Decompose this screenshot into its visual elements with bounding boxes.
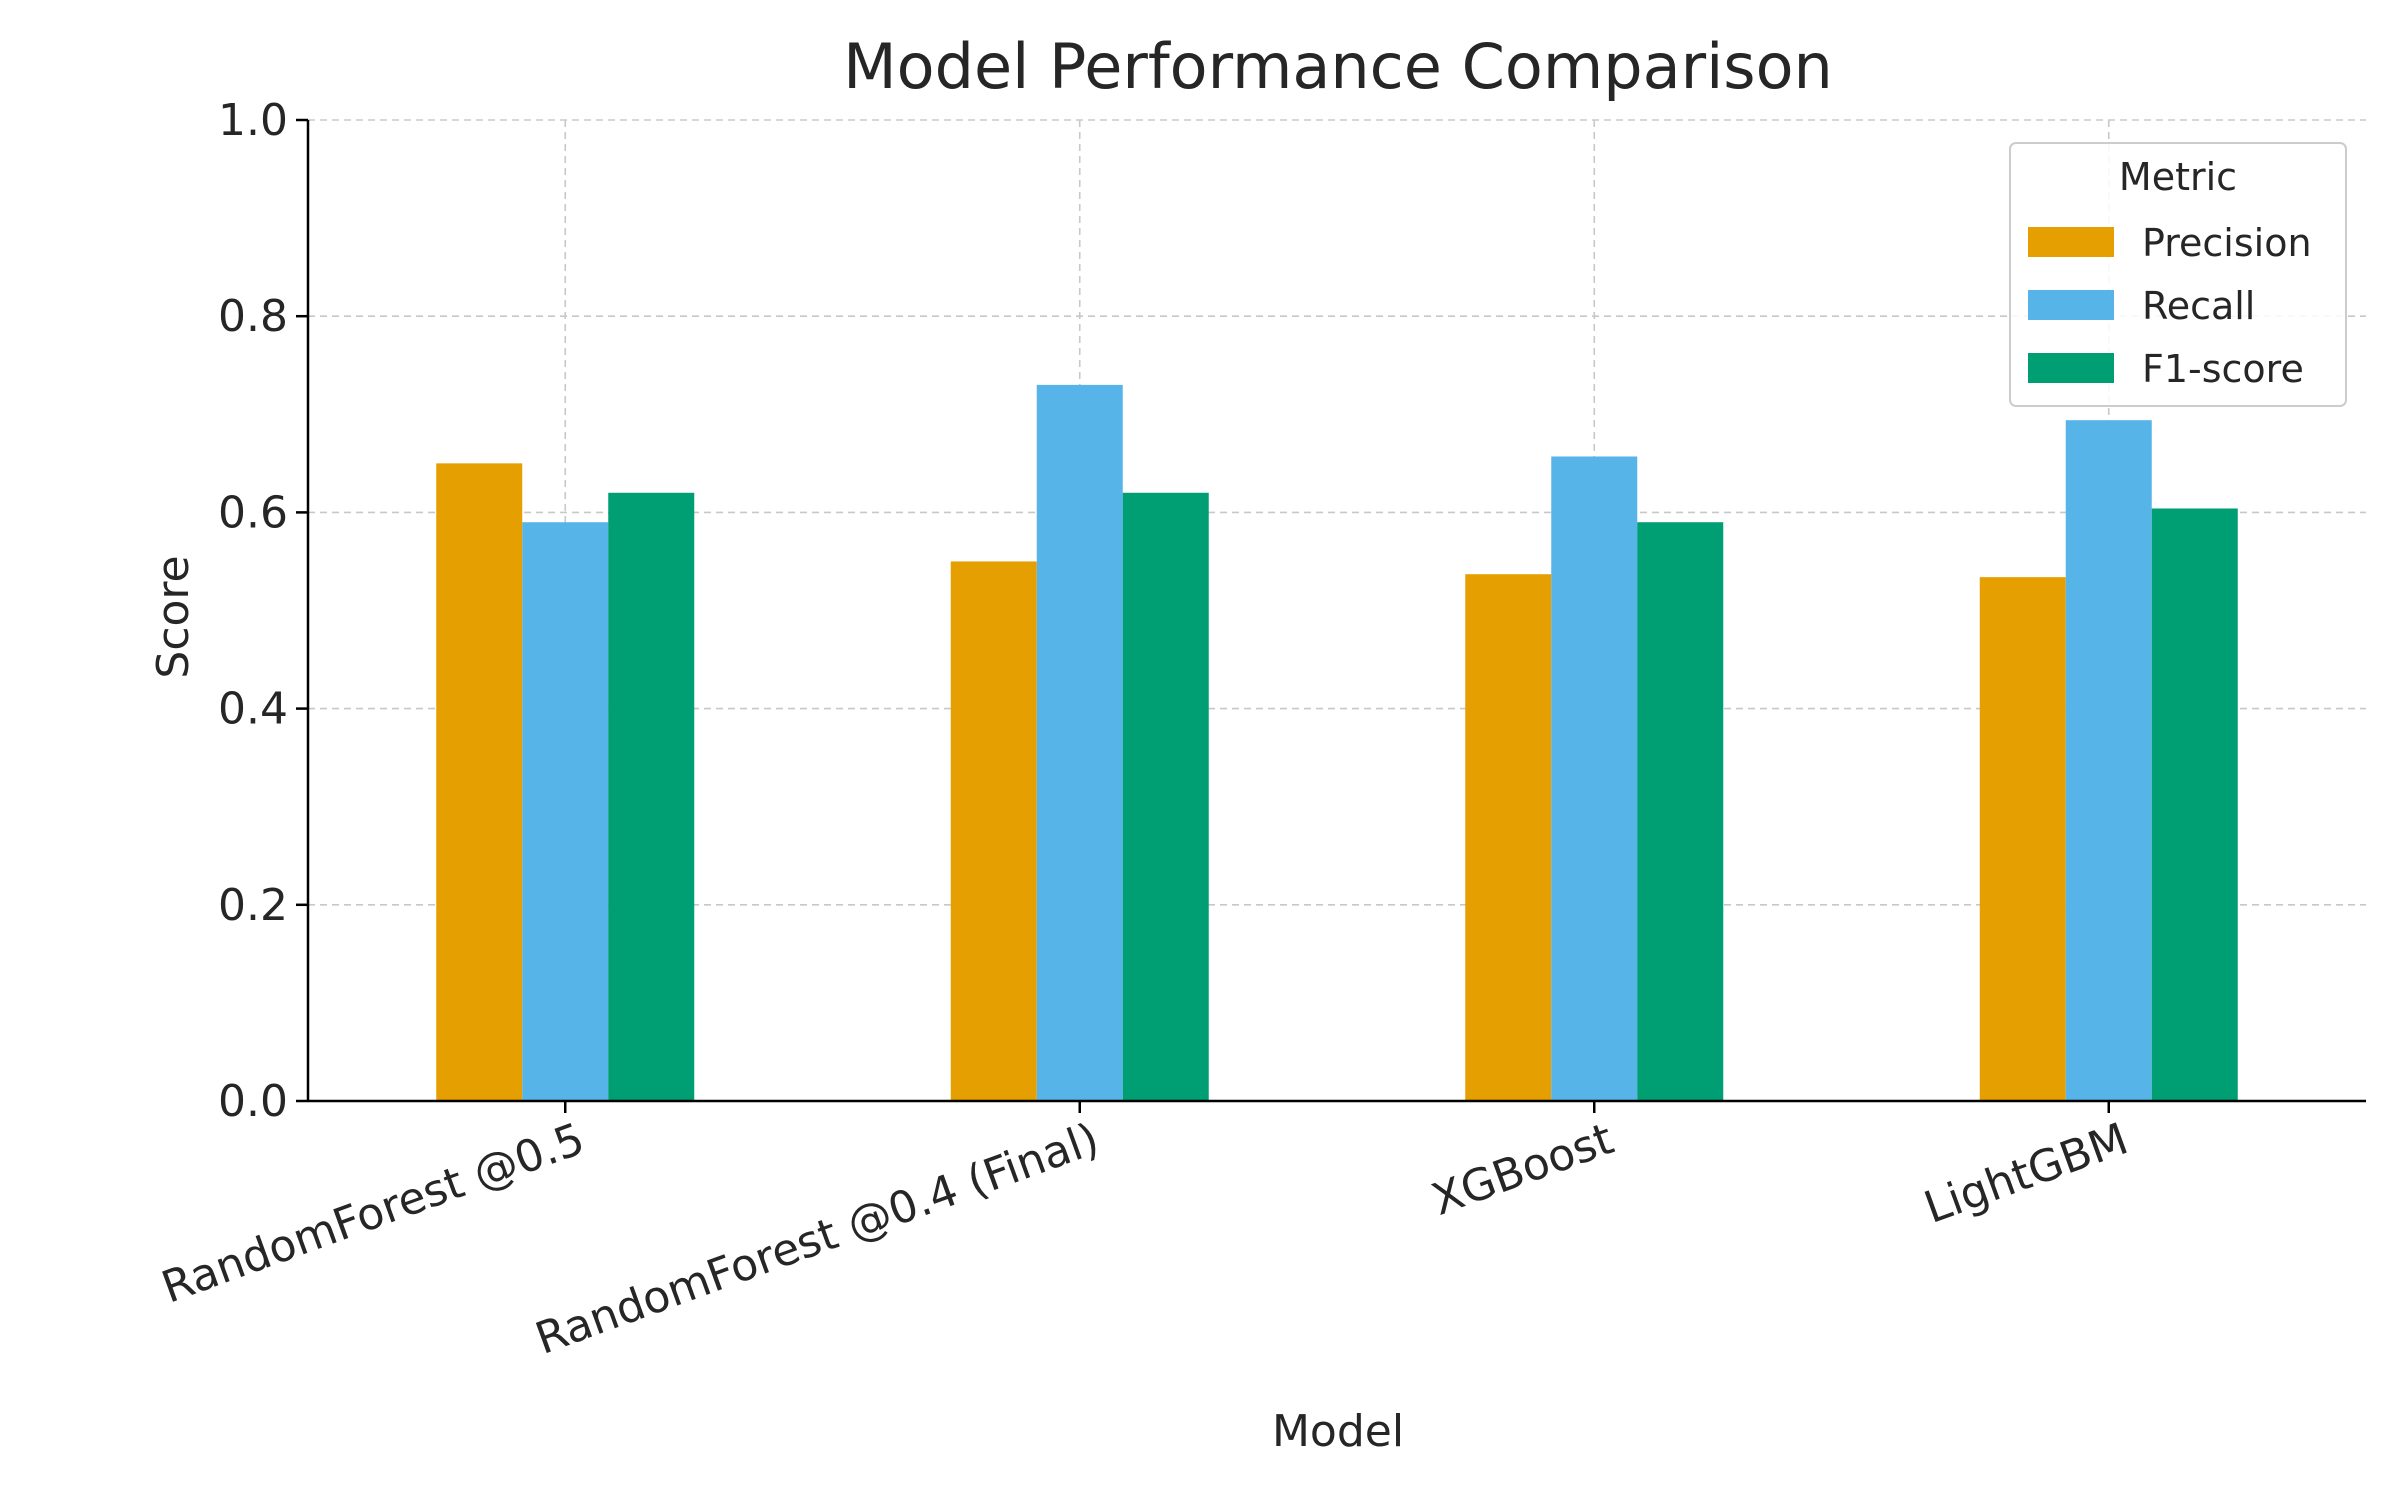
chart-title: Model Performance Comparison	[843, 30, 1833, 103]
bar-f1-score-4	[2151, 508, 2238, 1101]
y-tick-label: 0.0	[218, 1076, 288, 1127]
bars	[436, 384, 2238, 1102]
bar-f1-score-3	[1637, 522, 1724, 1101]
y-tick-label: 0.8	[218, 291, 288, 342]
y-tick-label: 1.0	[218, 95, 288, 146]
y-axis-ticks: 0.0 0.2 0.4 0.6 0.8 1.0	[218, 95, 308, 1127]
legend-swatch-recall	[2028, 290, 2114, 320]
legend-swatch-precision	[2028, 227, 2114, 257]
legend-title: Metric	[2119, 155, 2237, 199]
bar-recall-2	[1036, 384, 1123, 1101]
bar-recall-1	[522, 522, 609, 1101]
y-tick-label: 0.4	[218, 684, 288, 735]
legend-swatch-f1-score	[2028, 353, 2114, 383]
bar-precision-3	[1465, 574, 1552, 1101]
legend: Metric Precision Recall F1-score	[2009, 142, 2347, 407]
bar-f1-score-2	[1122, 492, 1209, 1101]
legend-frame	[2009, 142, 2347, 407]
bar-precision-4	[1979, 577, 2066, 1101]
y-axis-label: Score	[148, 555, 199, 678]
y-tick-label: 0.2	[218, 880, 288, 931]
legend-items: Precision Recall F1-score	[2028, 221, 2312, 391]
bar-precision-2	[950, 561, 1037, 1101]
x-axis-label: Model	[1272, 1406, 1404, 1457]
legend-label-recall: Recall	[2142, 284, 2255, 328]
bar-precision-1	[436, 463, 523, 1102]
bar-f1-score-1	[608, 492, 695, 1101]
bar-recall-3	[1551, 456, 1638, 1101]
legend-label-f1-score: F1-score	[2142, 347, 2304, 391]
bar-recall-4	[2065, 420, 2152, 1101]
legend-label-precision: Precision	[2142, 221, 2312, 265]
axes	[306, 120, 2366, 1103]
y-tick-label: 0.6	[218, 487, 288, 538]
